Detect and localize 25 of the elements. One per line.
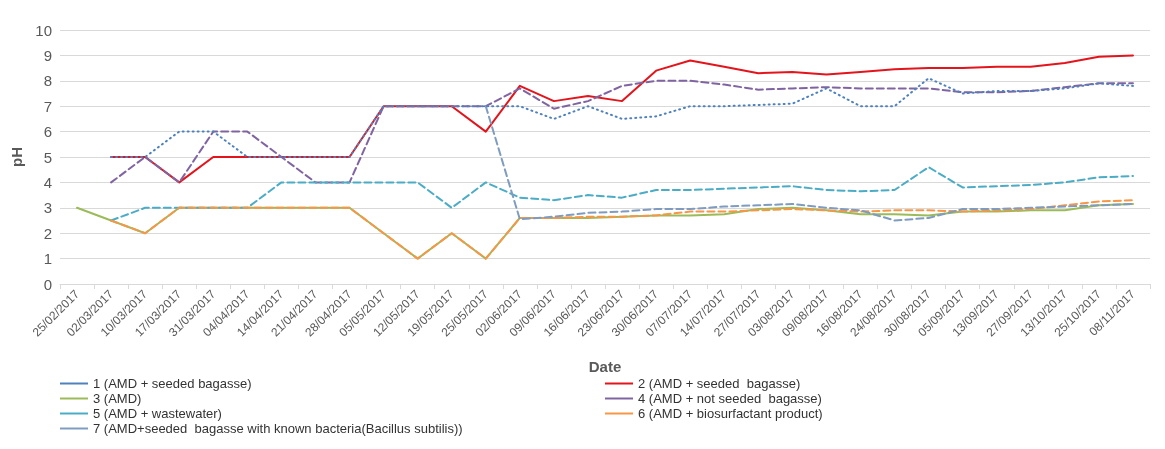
legend-label: 7 (AMD+seeded bagasse with known bacteria(Bacillus subtilis)) <box>93 421 463 436</box>
y-tick-label: 8 <box>43 72 52 90</box>
legend-label: 1 (AMD + seeded bagasse) <box>93 376 252 391</box>
y-tick-label: 0 <box>43 275 52 293</box>
legend-label: 2 (AMD + seeded bagasse) <box>638 376 801 391</box>
legend-label: 6 (AMD + biosurfactant product) <box>638 406 823 421</box>
line-series <box>110 166 1134 222</box>
legend-label: 3 (AMD) <box>93 391 142 406</box>
y-tick-label: 6 <box>43 123 52 141</box>
line-series <box>484 105 1134 222</box>
y-axis-title: pH <box>8 147 26 167</box>
line-series <box>110 54 1134 184</box>
y-tick-label: 1 <box>43 250 52 268</box>
y-tick-label: 9 <box>43 46 52 64</box>
y-tick-label: 10 <box>35 21 52 39</box>
line-series <box>110 77 1134 158</box>
line-series <box>110 79 1134 184</box>
x-axis-title: Date <box>588 358 622 375</box>
y-tick-label: 5 <box>43 148 52 166</box>
y-tick-label: 3 <box>43 199 52 217</box>
y-tick-label: 4 <box>43 173 52 191</box>
legend-label: 4 (AMD + not seeded bagasse) <box>638 391 822 406</box>
legend-label: 5 (AMD + wastewater) <box>93 406 222 421</box>
y-tick-label: 7 <box>43 97 52 115</box>
y-tick-label: 2 <box>43 224 52 242</box>
